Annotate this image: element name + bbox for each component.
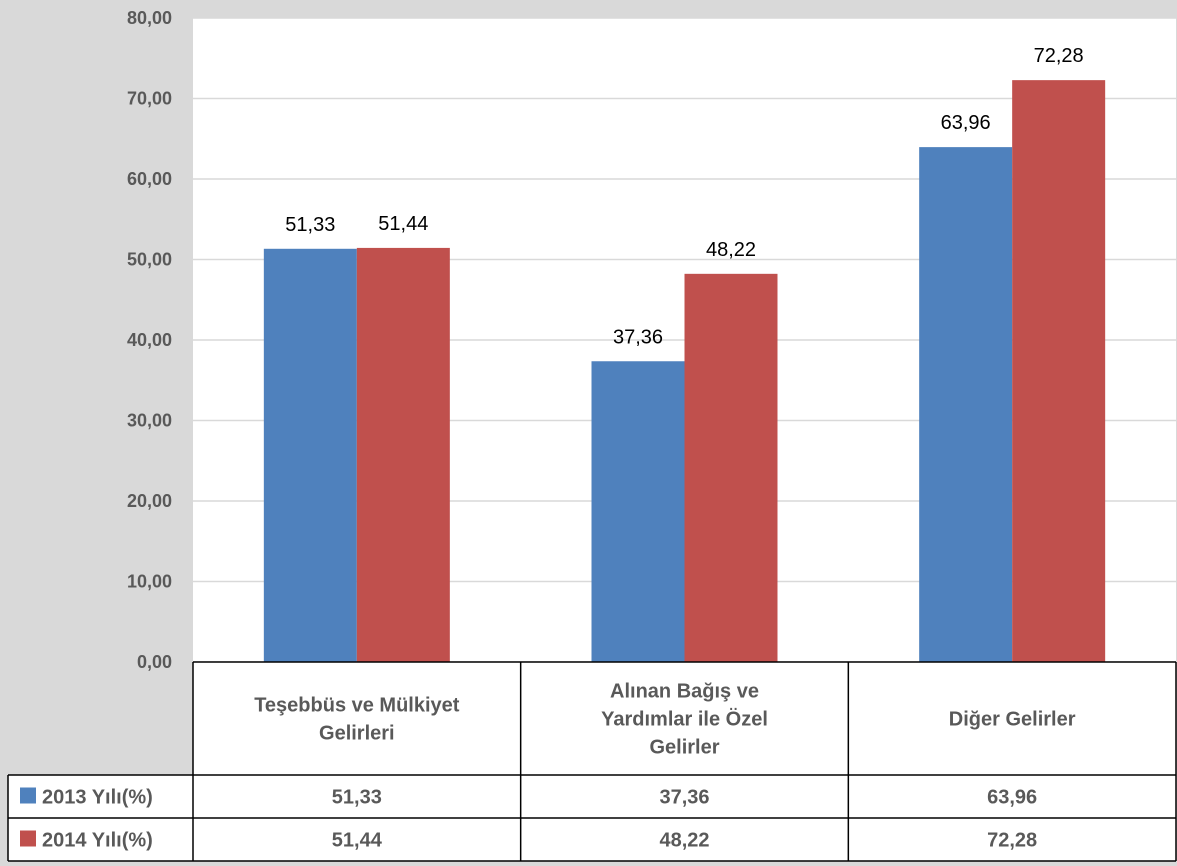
data-label: 37,36	[613, 326, 663, 348]
bars	[263, 80, 1106, 663]
data-label: 72,28	[1034, 45, 1084, 67]
bar-2014	[1012, 80, 1106, 663]
y-axis: 0,00 10,00 20,00 30,00 40,00 50,00 60,00 70,00 8…	[127, 8, 172, 672]
table-cell: 72,28	[987, 830, 1037, 852]
table-cell: 37,36	[659, 787, 709, 809]
table-header-bg	[193, 662, 1176, 775]
bar-2014	[356, 247, 450, 662]
category-label: Alınan Bağış ve	[610, 681, 759, 703]
category-label: Yardımlar ile Özel	[601, 708, 768, 731]
y-tick-label: 20,00	[127, 491, 172, 511]
bar-2013	[919, 147, 1013, 662]
y-tick-label: 30,00	[127, 411, 172, 431]
y-tick-label: 40,00	[127, 330, 172, 350]
y-tick-label: 50,00	[127, 250, 172, 270]
table-cell: 51,33	[332, 787, 382, 809]
legend-label: 2014 Yılı(%)	[42, 830, 153, 852]
y-tick-label: 70,00	[127, 89, 172, 109]
category-label: Diğer Gelirler	[949, 709, 1076, 731]
data-label: 51,44	[378, 213, 428, 235]
table-cell: 63,96	[987, 787, 1037, 809]
bar-2014	[684, 273, 778, 662]
y-tick-label: 10,00	[127, 572, 172, 592]
y-tick-label: 80,00	[127, 8, 172, 28]
table-cell: 48,22	[659, 830, 709, 852]
legend-swatch	[20, 787, 36, 804]
legend-swatch	[20, 830, 36, 847]
category-label: Gelirler	[649, 737, 719, 759]
legend-label: 2013 Yılı(%)	[42, 787, 153, 809]
data-label: 48,22	[706, 239, 756, 261]
y-tick-label: 0,00	[137, 652, 172, 672]
data-labels: 51,33 51,44 37,36 48,22 63,96 72,28	[285, 45, 1083, 348]
y-tick-label: 60,00	[127, 169, 172, 189]
bar-2013	[263, 248, 357, 662]
data-label: 63,96	[941, 112, 991, 134]
category-label: Gelirleri	[319, 723, 395, 745]
bar-2013	[591, 361, 685, 662]
category-label: Teşebbüs ve Mülkiyet	[254, 695, 460, 717]
data-table: Teşebbüs ve Mülkiyet Gelirleri Alınan Bağı…	[7, 661, 1177, 862]
data-label: 51,33	[285, 214, 335, 236]
table-cell: 51,44	[332, 830, 383, 852]
